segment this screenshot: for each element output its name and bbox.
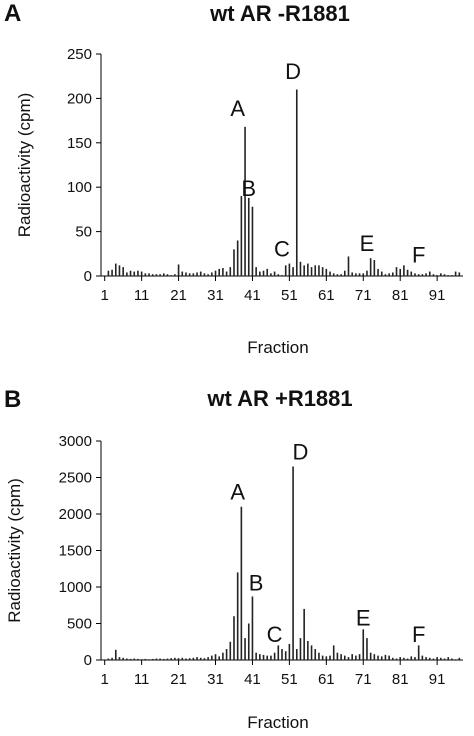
y-tick-label: 2000: [59, 506, 92, 523]
x-tick-label: 21: [170, 287, 187, 304]
x-tick-label: 11: [134, 287, 150, 304]
peak-label-b: B: [249, 571, 264, 596]
y-tick-label: 1000: [59, 579, 92, 596]
y-axis-label: Radioactivity (cpm): [5, 478, 24, 623]
x-tick-label: 81: [392, 671, 409, 688]
x-tick-label: 51: [281, 671, 298, 688]
x-tick-label: 61: [318, 287, 335, 304]
y-tick-label: 500: [67, 616, 92, 633]
y-tick-label: 2500: [59, 470, 92, 487]
peak-label-a: A: [230, 479, 245, 504]
x-tick-label: 51: [281, 287, 298, 304]
peak-label-d: D: [285, 59, 301, 84]
panel-a-title: wt AR -R1881: [210, 1, 350, 26]
peak-label-e: E: [360, 231, 375, 256]
x-tick-label: 81: [392, 287, 409, 304]
x-tick-label: 41: [244, 287, 261, 304]
peak-label-b: B: [241, 176, 256, 201]
x-tick-label: 31: [207, 287, 224, 304]
y-tick-label: 150: [67, 135, 92, 152]
x-tick-label: 1: [101, 287, 109, 304]
peak-label-f: F: [412, 622, 425, 647]
peak-label-a: A: [230, 96, 245, 121]
y-tick-label: 3000: [59, 433, 92, 450]
x-axis-label: Fraction: [247, 713, 308, 732]
panel-b-letter: B: [4, 386, 22, 413]
x-tick-label: 91: [429, 671, 446, 688]
peak-label-c: C: [267, 622, 283, 647]
panel-a-letter: A: [4, 0, 22, 27]
y-tick-label: 50: [75, 224, 92, 241]
x-tick-label: 61: [318, 671, 335, 688]
peak-label-e: E: [356, 606, 371, 631]
x-tick-label: 1: [101, 671, 109, 688]
x-tick-label: 31: [207, 671, 224, 688]
x-tick-label: 71: [355, 671, 372, 688]
y-tick-label: 200: [67, 90, 92, 107]
y-axis-label: Radioactivity (cpm): [15, 93, 34, 238]
peak-label-d: D: [293, 439, 309, 464]
peak-label-c: C: [274, 236, 290, 261]
x-tick-label: 41: [244, 671, 261, 688]
peak-label-f: F: [412, 243, 425, 268]
y-tick-label: 0: [84, 268, 92, 285]
x-tick-label: 71: [355, 287, 372, 304]
x-tick-label: 91: [429, 287, 446, 304]
y-tick-label: 250: [67, 46, 92, 63]
y-tick-label: 100: [67, 179, 92, 196]
y-tick-label: 1500: [59, 543, 92, 560]
panel-b-title: wt AR +R1881: [207, 386, 353, 411]
x-axis-label: Fraction: [247, 338, 308, 357]
y-tick-label: 0: [84, 652, 92, 669]
x-tick-label: 21: [170, 671, 187, 688]
x-tick-label: 11: [134, 671, 150, 688]
